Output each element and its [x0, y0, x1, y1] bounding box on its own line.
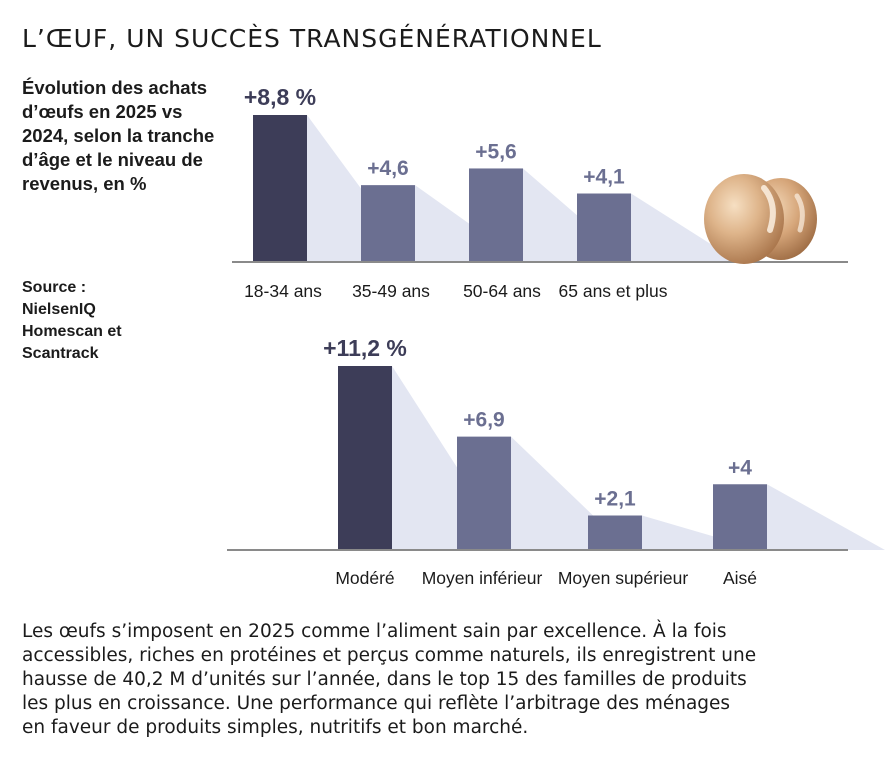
- footer-line: hausse de 40,2 M d’unités sur l’année, d…: [22, 669, 747, 690]
- footer-paragraph: Les œufs s’imposent en 2025 comme l’alim…: [22, 620, 872, 740]
- bar: [713, 484, 767, 550]
- eggs-illustration: [704, 174, 817, 264]
- category-label: 50-64 ans: [463, 281, 541, 301]
- chart-title: L’ŒUF, UN SUCCÈS TRANSGÉNÉRATIONNEL: [22, 24, 602, 53]
- source-line: Homescan et: [22, 323, 122, 340]
- bar: [457, 436, 511, 550]
- chart-description: Évolution des achats d’œufs en 2025 vs 2…: [22, 77, 215, 194]
- source-line: Scantrack: [22, 345, 99, 362]
- source-line: Source :: [22, 279, 87, 296]
- category-label: Moyen inférieur: [422, 568, 543, 588]
- category-label: Aisé: [723, 568, 757, 588]
- bar: [338, 366, 392, 550]
- category-label: 35-49 ans: [352, 281, 430, 301]
- bar-value-label: +5,6: [475, 140, 516, 163]
- bar-value-label: +6,9: [463, 409, 504, 432]
- footer-line: accessibles, riches en protéines et perç…: [22, 645, 757, 666]
- category-label: Moyen supérieur: [558, 568, 689, 588]
- bar-charts: +8,8 % +4,6 +5,6 +4,1 18-34 ans 35-49 ans 50-6…: [227, 84, 885, 588]
- footer-line: les plus en croissance. Une performance …: [22, 693, 731, 714]
- bar: [361, 185, 415, 262]
- category-label: Modéré: [335, 568, 394, 588]
- egg-front: [704, 174, 784, 264]
- bar-value-label: +4,1: [583, 166, 625, 189]
- bar: [469, 168, 523, 262]
- bar: [253, 115, 307, 262]
- footer-line: en faveur de produits simples, nutritifs…: [22, 717, 529, 738]
- bar-value-label: +8,8 %: [244, 84, 316, 110]
- source-line: NielsenIQ: [22, 301, 96, 318]
- bar-value-label: +4: [728, 456, 752, 479]
- bar-value-label: +2,1: [594, 488, 636, 511]
- category-label: 18-34 ans: [244, 281, 322, 301]
- bar: [588, 515, 642, 550]
- egg-highlight: [761, 185, 776, 233]
- source-note: Source : NielsenIQ Homescan et Scantrack: [22, 277, 202, 365]
- bar: [577, 193, 631, 262]
- age-bar-chart: +8,8 % +4,6 +5,6 +4,1 18-34 ans 35-49 ans 50-6…: [232, 84, 848, 301]
- income-bar-chart: +11,2 % +6,9 +2,1 +4 Modéré Moyen inférieur Mo…: [227, 335, 885, 588]
- category-label: 65 ans et plus: [559, 281, 668, 301]
- bar-value-label: +4,6: [367, 157, 408, 180]
- bar-value-label: +11,2 %: [323, 335, 407, 361]
- egg-highlight: [794, 193, 805, 233]
- footer-line: Les œufs s’imposent en 2025 comme l’alim…: [22, 621, 727, 642]
